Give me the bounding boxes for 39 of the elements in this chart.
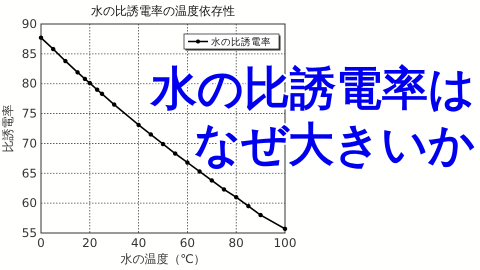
point: [75, 70, 80, 75]
point: [88, 80, 92, 86]
y-tick-label: 90: [22, 17, 37, 31]
point: [258, 212, 263, 218]
y-tick-label: 85: [22, 46, 37, 61]
x-tick-label: 40: [130, 236, 146, 250]
chart-title: 水の比誘電率の温度依存性: [91, 4, 235, 18]
point: [136, 122, 141, 128]
y-tick-label: 65: [22, 166, 37, 180]
y-axis-title: 比誘電率: [1, 104, 15, 152]
point: [112, 102, 116, 107]
point: [160, 142, 166, 146]
x-tick-label: 100: [274, 236, 296, 250]
y-tick-label: 60: [22, 196, 37, 210]
point: [63, 58, 68, 64]
point: [38, 36, 44, 40]
y-tick-label: 80: [22, 76, 37, 91]
point: [246, 204, 251, 208]
point: [222, 187, 226, 192]
x-tick-label: 20: [82, 236, 98, 250]
point: [197, 169, 202, 174]
point: [185, 160, 190, 165]
x-tick-label: 60: [180, 236, 196, 250]
point: [94, 87, 100, 92]
y-tick-label: 55: [22, 226, 37, 240]
point: [234, 194, 238, 200]
legend-label: 水の比誘電率: [211, 36, 271, 48]
point: [148, 132, 153, 137]
x-axis-title: 水の温度（℃）: [120, 252, 206, 266]
point: [282, 226, 288, 232]
y-tick-label: 70: [22, 136, 37, 150]
x-tick-label: 0: [37, 236, 45, 250]
point: [100, 92, 104, 96]
point: [82, 76, 88, 82]
point: [173, 151, 178, 156]
y-tick-label: 75: [22, 106, 37, 121]
point: [210, 178, 214, 183]
point: [51, 46, 56, 52]
x-tick-label: 80: [228, 236, 244, 250]
